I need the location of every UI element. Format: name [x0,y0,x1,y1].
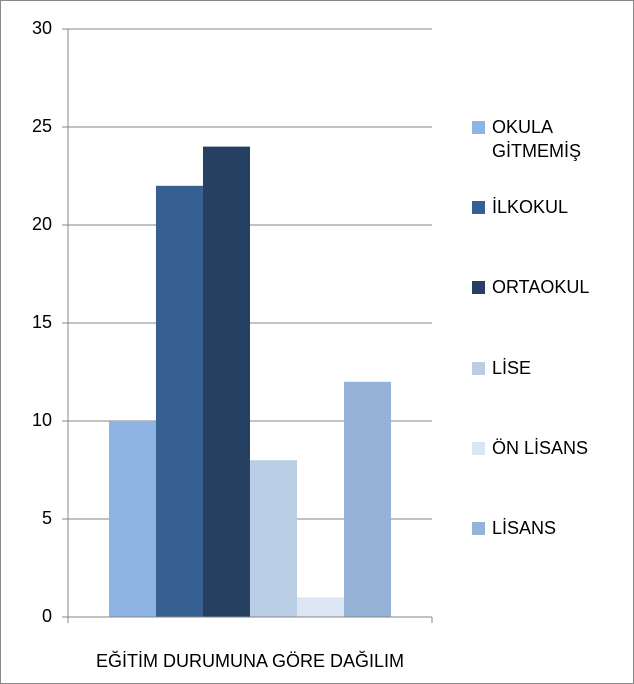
bar [297,597,345,617]
legend-label: LİSANS [492,518,557,538]
legend-swatch [472,201,485,215]
legend-swatch [472,441,485,455]
legend-entry: LİSE [472,356,632,380]
bar [155,185,203,618]
legend-label: İLKOKUL [492,197,569,218]
y-tick-label: 5 [42,508,52,528]
legend-swatch [472,522,485,535]
legend-entry: LİSANS [472,516,632,540]
legend-swatch [472,281,485,295]
bar [250,460,298,617]
legend-swatch [472,361,485,375]
legend-entry: ORTAOKUL [472,275,632,299]
legend-label: ORTAOKUL [492,277,590,298]
legend-item: OKULA GİTMEMİŞ [472,115,632,163]
y-tick-label: 30 [32,18,52,38]
y-tick-label: 15 [32,312,52,332]
legend-swatch [472,121,485,134]
bar [344,381,392,617]
legend-item: LİSANS [472,516,632,540]
legend-item: İLKOKUL [472,195,632,219]
legend-item: ORTAOKUL [472,275,632,299]
legend-item: LİSE [472,356,632,380]
y-tick-label: 0 [42,606,52,626]
y-tick-label: 10 [32,410,52,430]
bar [108,421,156,617]
legend-label: ÖN LİSANS [492,437,589,458]
legend-item: ÖN LİSANS [472,436,632,460]
legend-label: OKULA GİTMEMİŞ [492,117,581,161]
y-tick-label: 25 [32,116,52,136]
legend-label: LİSE [492,357,532,378]
legend-entry: OKULA GİTMEMİŞ [472,115,632,163]
y-tick-label: 20 [32,214,52,234]
x-tick-label: EĞİTİM DURUMUNA GÖRE DAĞILIM [96,650,404,671]
bar [202,146,250,617]
legend-entry: ÖN LİSANS [472,436,632,460]
legend-entry: İLKOKUL [472,195,632,219]
